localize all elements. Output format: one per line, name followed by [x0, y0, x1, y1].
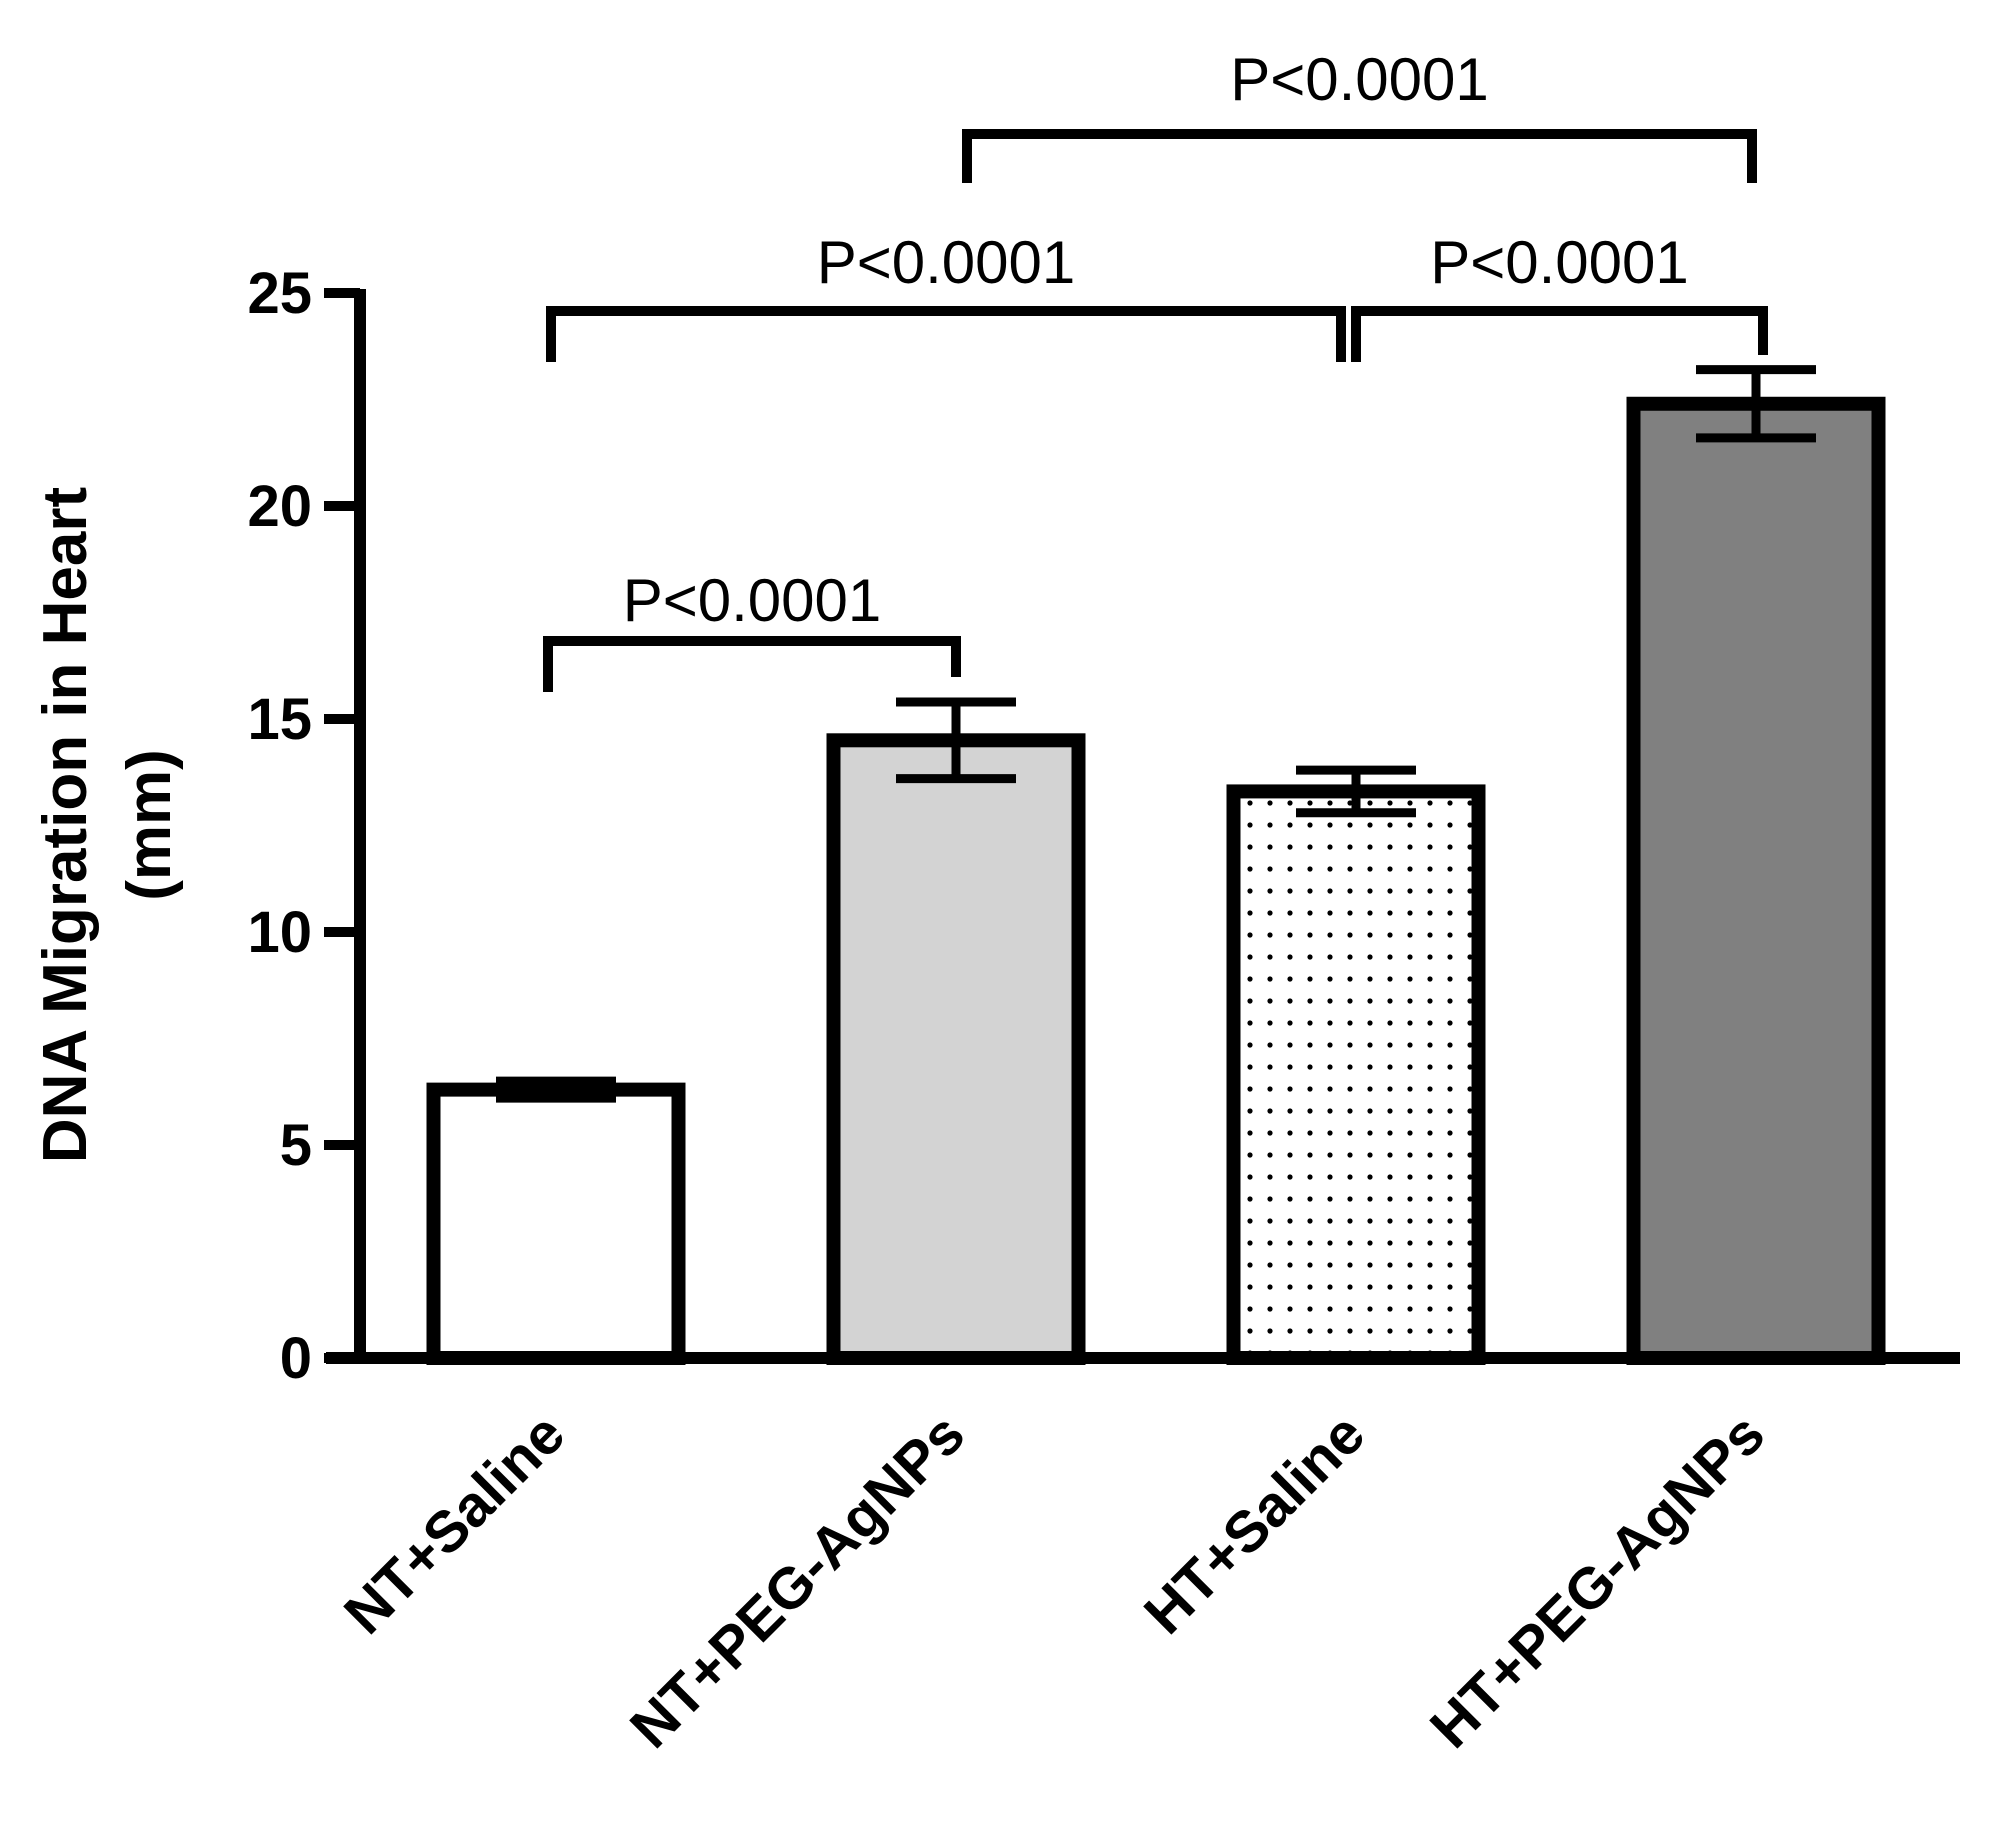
significance-bracket-1: P<0.0001 [543, 567, 961, 692]
x-category-label: HT+PEG-AgNPs [1418, 1401, 1777, 1760]
bracket-line [546, 306, 1346, 362]
significance-bracket-4: P<0.0001 [962, 46, 1757, 183]
bar-ht-saline [1226, 784, 1486, 1365]
error-bar-3 [1296, 765, 1416, 818]
y-tick-label: 25 [247, 261, 312, 326]
p-value-label: P<0.0001 [1430, 229, 1689, 296]
y-axis-title: DNA Migration in Heart [31, 487, 100, 1163]
bracket-line [1351, 306, 1768, 362]
y-tick-label: 5 [280, 1113, 312, 1178]
bar-ht-peg-agnps [1626, 396, 1886, 1365]
bracket-line [962, 129, 1757, 183]
y-tick-label: 20 [247, 474, 312, 539]
y-tick-label: 10 [247, 900, 312, 965]
p-value-label: P<0.0001 [623, 567, 882, 634]
error-bar-1 [496, 1076, 616, 1103]
error-bar-4 [1696, 365, 1816, 443]
y-tick-label: 15 [247, 687, 312, 752]
p-value-label: P<0.0001 [817, 229, 1076, 296]
x-category-label: NT+PEG-AgNPs [618, 1401, 977, 1760]
bar-nt-peg-agnps [826, 733, 1086, 1365]
p-value-label: P<0.0001 [1230, 46, 1489, 113]
y-axis-title: (mm) [115, 749, 184, 901]
error-bar-2 [896, 697, 1016, 784]
significance-bracket-2: P<0.0001 [546, 229, 1346, 362]
x-category-label: HT+Saline [1132, 1401, 1377, 1646]
bracket-line [543, 636, 961, 692]
bar-nt-saline [426, 1082, 686, 1365]
y-tick-label: 0 [280, 1326, 312, 1391]
significance-bracket-3: P<0.0001 [1351, 229, 1768, 362]
x-category-label: NT+Saline [332, 1401, 577, 1646]
